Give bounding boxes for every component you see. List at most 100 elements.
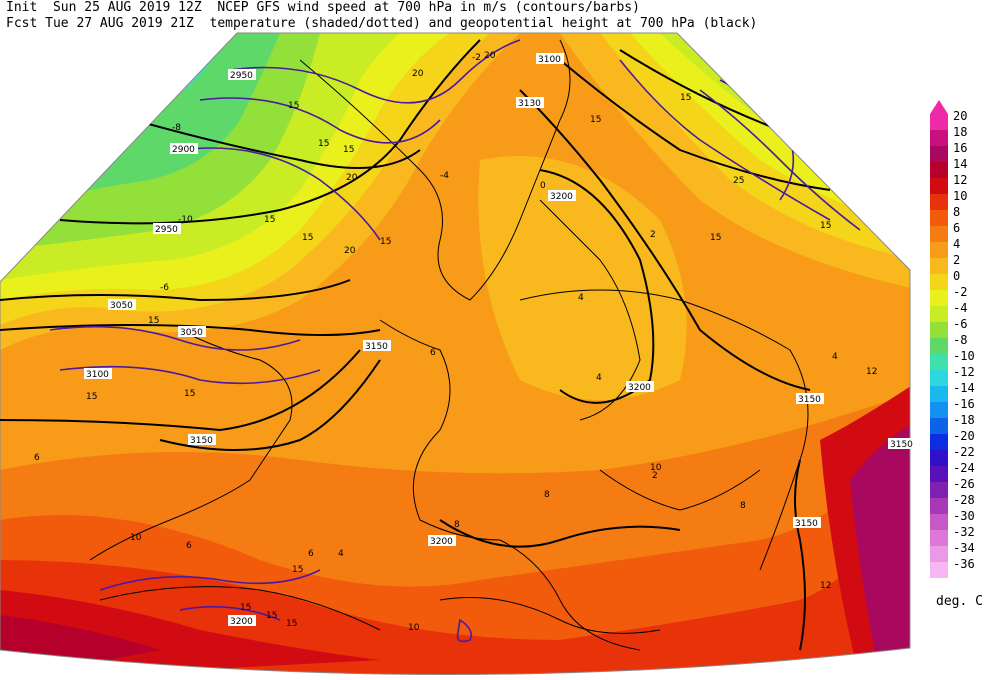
contour-label: 12 <box>866 367 877 377</box>
label-background <box>363 340 391 351</box>
colorbar-swatch <box>930 434 948 450</box>
colorbar-tick-label: 4 <box>953 237 960 251</box>
contour-label: 3150 <box>798 395 821 405</box>
colorbar-tick-label: 6 <box>953 221 960 235</box>
contour-label: -6 <box>160 283 169 293</box>
contour-label: 2950 <box>230 71 253 81</box>
colorbar-swatch <box>930 274 948 290</box>
colorbar-tick-label: -22 <box>953 445 975 459</box>
colorbar-tick-label: 8 <box>953 205 960 219</box>
wind-contours <box>49 39 861 643</box>
contour-label: 15 <box>86 392 97 402</box>
label-background <box>796 393 824 404</box>
label-background <box>626 381 654 392</box>
label-background <box>153 223 181 234</box>
contour-label: 6 <box>34 453 40 463</box>
height-labels: 3100 3130 3200 2900 2950 3050 3050 3100 3150 3150… <box>84 53 916 627</box>
colorbar-tick-label: -8 <box>953 333 967 347</box>
contour-label: 6 <box>430 348 436 358</box>
colorbar-tick-label: -26 <box>953 477 975 491</box>
colorbar-swatch <box>930 546 948 562</box>
contour-label: 3050 <box>180 328 203 338</box>
contour-label: 2900 <box>172 145 195 155</box>
contour-label: 20 <box>412 69 424 79</box>
colorbar-swatch <box>930 562 948 578</box>
init-line: Init Sun 25 AUG 2019 12Z NCEP GFS wind s… <box>6 0 640 15</box>
colorbar-tick-label: -18 <box>953 413 975 427</box>
colorbar-swatch <box>930 114 948 130</box>
contour-label: 6 <box>308 549 314 559</box>
contour-label: 15 <box>288 101 299 111</box>
contour-label: 15 <box>710 233 721 243</box>
colorbar-swatch <box>930 482 948 498</box>
label-background <box>888 438 916 449</box>
map-frame <box>0 32 911 676</box>
contour-label: 15 <box>380 237 391 247</box>
colorbar-swatch <box>930 322 948 338</box>
label-background <box>548 190 576 201</box>
temperature-field <box>0 33 910 675</box>
contour-label: 3150 <box>365 342 388 352</box>
colorbar-swatch <box>930 162 948 178</box>
colorbar-swatch <box>930 514 948 530</box>
colorbar-tick-label: 20 <box>953 109 967 123</box>
colorbar-swatch <box>930 258 948 274</box>
colorbar-tick-label: 16 <box>953 141 967 155</box>
contour-label: 3200 <box>430 537 453 547</box>
contour-label: 0 <box>540 181 546 191</box>
contour-label: -4 <box>440 171 449 181</box>
contour-label: 15 <box>148 316 159 326</box>
colorbar-swatch <box>930 450 948 466</box>
colorbar-tick-label: -20 <box>953 429 975 443</box>
fcst-line: Fcst Tue 27 AUG 2019 21Z temperature (sh… <box>6 16 758 31</box>
colorbar-swatch <box>930 370 948 386</box>
contour-label: 15 <box>266 611 277 621</box>
colorbar-swatch <box>930 178 948 194</box>
contour-label: 6 <box>186 541 192 551</box>
contour-label: 3200 <box>628 383 651 393</box>
contour-label: 10 <box>130 533 142 543</box>
colorbar-tick-label: -10 <box>953 349 975 363</box>
colorbar-swatch <box>930 418 948 434</box>
contour-label: 3150 <box>890 440 913 450</box>
coastlines <box>89 39 809 651</box>
colorbar-swatch <box>930 306 948 322</box>
colorbar-swatch <box>930 530 948 546</box>
contour-label: 15 <box>343 145 354 155</box>
contour-label: 15 <box>292 565 303 575</box>
contour-label: 15 <box>680 93 691 103</box>
colorbar: 20181614121086420-2-4-6-8-10-12-14-16-18… <box>930 100 975 578</box>
contour-label: 3150 <box>795 519 818 529</box>
contour-label: -8 <box>172 123 181 133</box>
contour-label: 3130 <box>518 99 541 109</box>
label-background <box>228 615 256 626</box>
contour-label: 15 <box>820 221 831 231</box>
colorbar-tick-label: -32 <box>953 525 975 539</box>
colorbar-swatch <box>930 226 948 242</box>
colorbar-tick-label: -2 <box>953 285 967 299</box>
colorbar-unit-label: deg. C <box>936 594 983 609</box>
colorbar-tick-label: 2 <box>953 253 960 267</box>
colorbar-swatch <box>930 402 948 418</box>
colorbar-swatch <box>930 194 948 210</box>
contour-label: 10 <box>650 463 662 473</box>
contour-label: 20 <box>344 246 356 256</box>
contour-label: 20 <box>346 173 358 183</box>
label-background <box>108 299 136 310</box>
contour-label: 12 <box>820 581 831 591</box>
contour-label: 25 <box>733 176 744 186</box>
colorbar-swatch <box>930 210 948 226</box>
contour-label: 3200 <box>550 192 573 202</box>
contour-label: 8 <box>544 490 550 500</box>
label-background <box>188 434 216 445</box>
colorbar-tick-label: -36 <box>953 557 975 571</box>
label-background <box>516 97 544 108</box>
colorbar-tick-label: -12 <box>953 365 975 379</box>
label-background <box>84 368 112 379</box>
label-background <box>428 535 456 546</box>
colorbar-swatch <box>930 146 948 162</box>
contour-label: 10 <box>408 623 420 633</box>
colorbar-tick-label: -4 <box>953 301 967 315</box>
contour-label: 8 <box>740 501 746 511</box>
